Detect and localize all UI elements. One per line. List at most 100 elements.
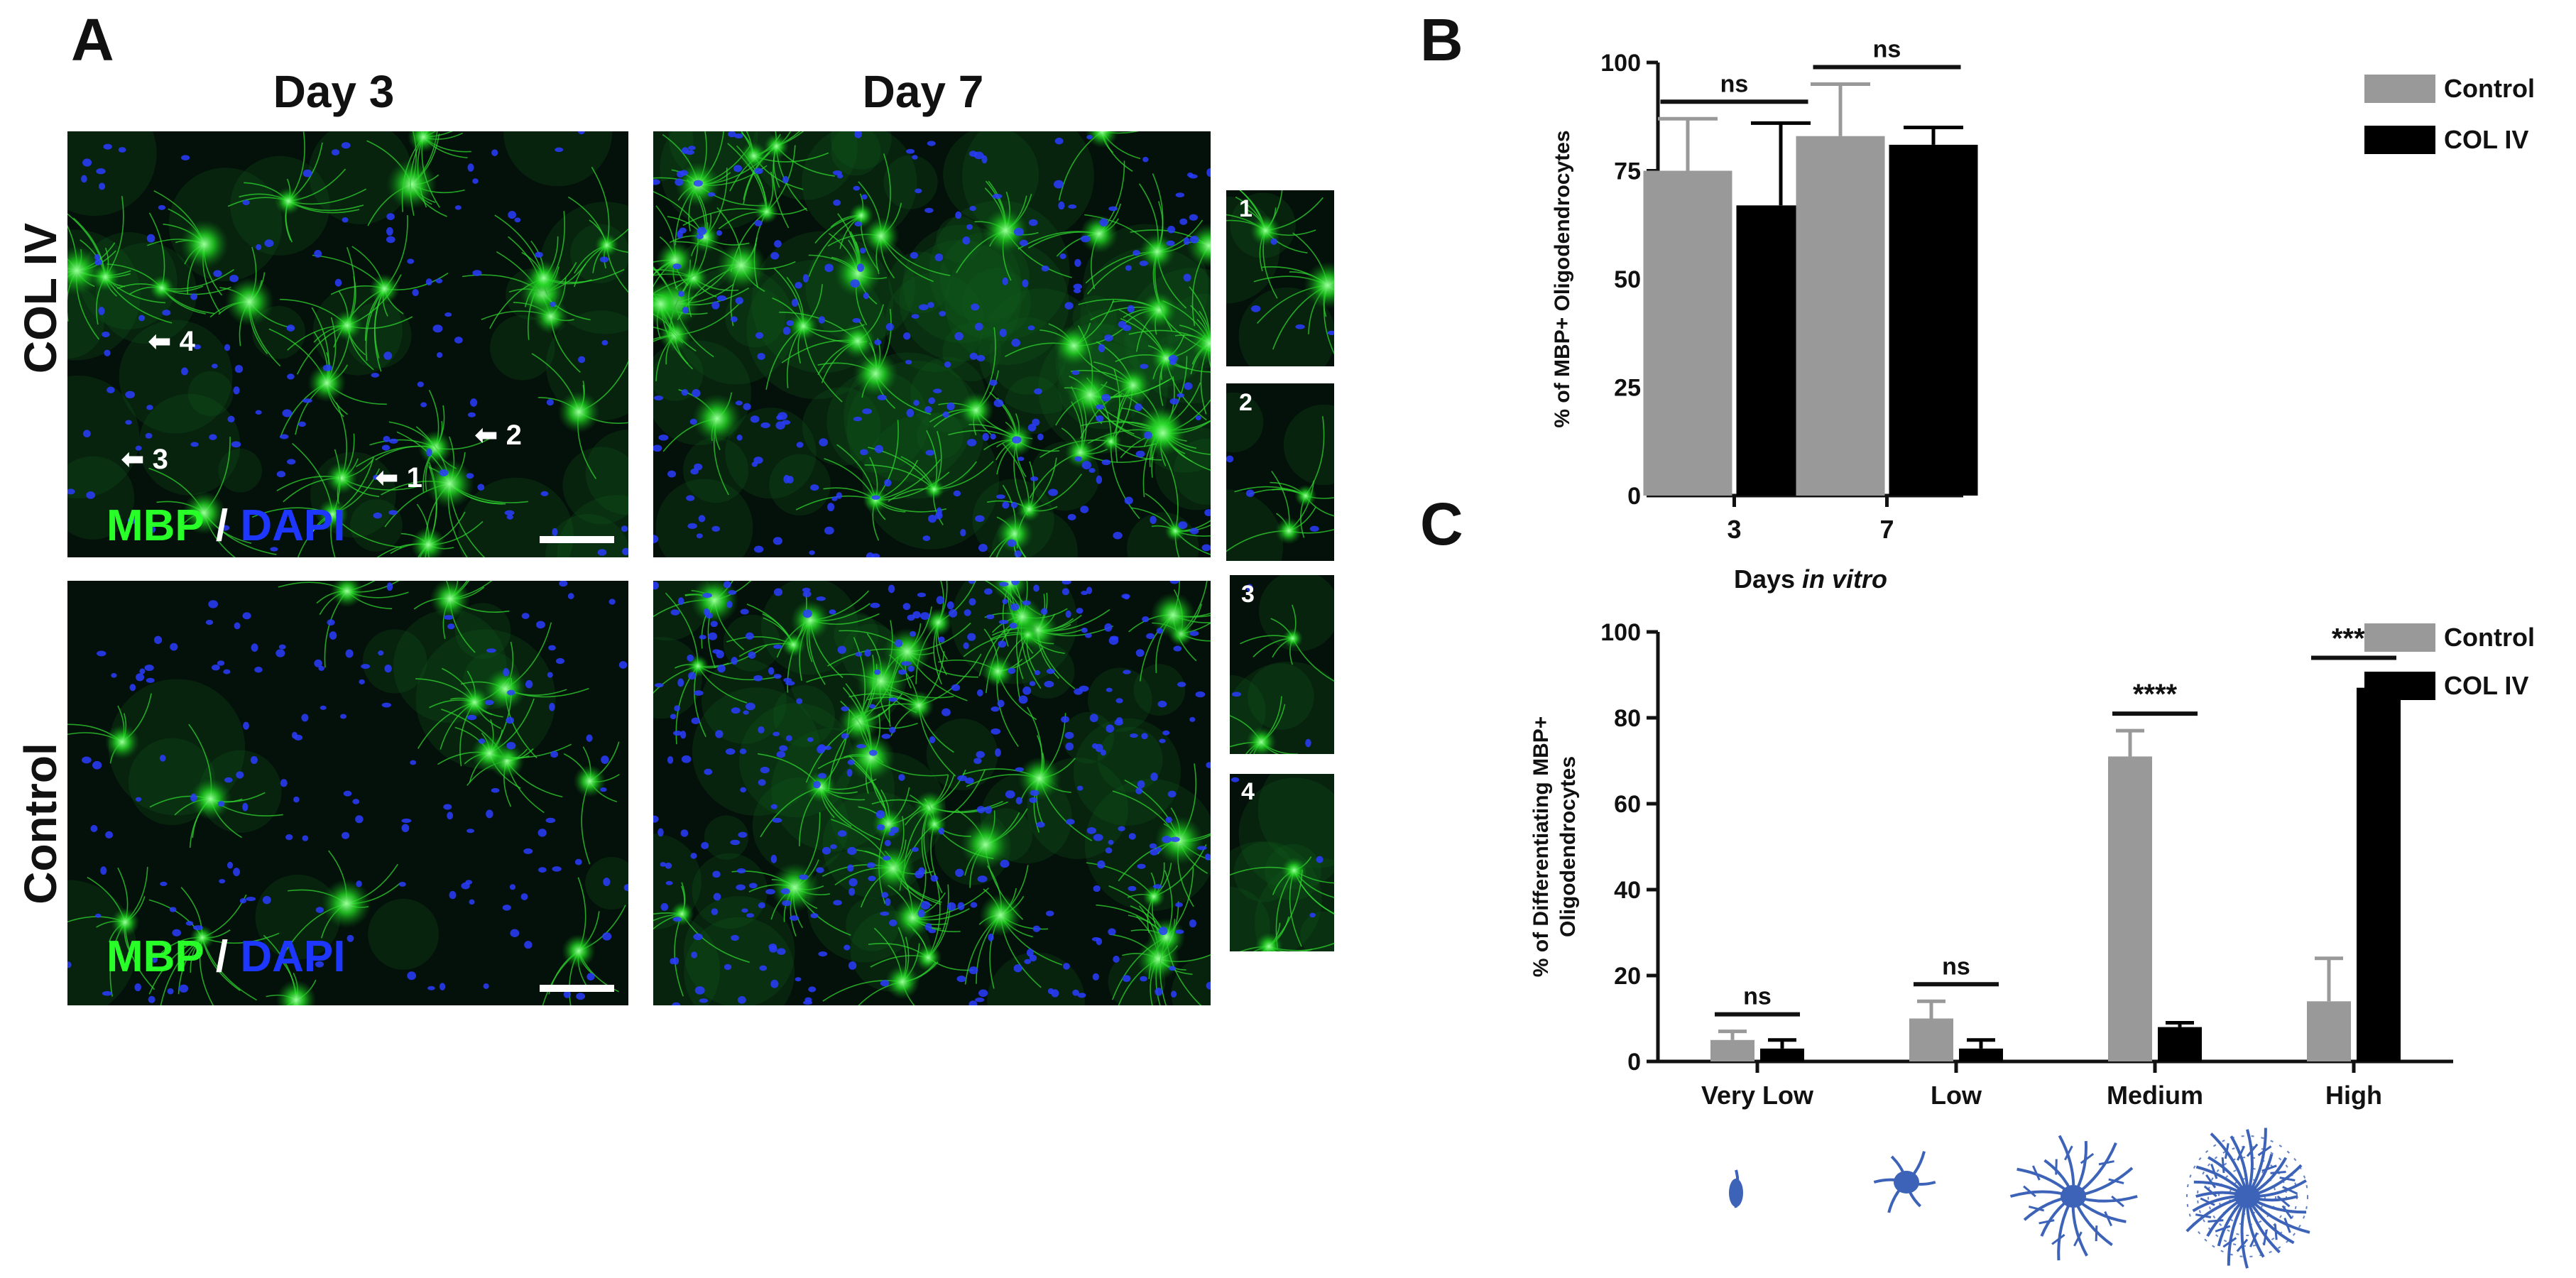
- myelin-sheet: [2218, 1167, 2276, 1225]
- inset-4-label: 4: [1241, 778, 1255, 805]
- inset-1: [1226, 190, 1334, 366]
- arrow-1-number: 1: [406, 462, 422, 493]
- cell-branch: [2222, 1237, 2237, 1248]
- cell-branch: [2221, 1157, 2225, 1174]
- myelin-sheet: [2207, 1157, 2287, 1236]
- bar-control-1: [1796, 136, 1885, 496]
- arrow-1: ⬅ 1: [375, 462, 422, 493]
- legend-label: COL IV: [2444, 671, 2528, 700]
- cell-branch: [2215, 1225, 2231, 1233]
- cell-branch: [2261, 1164, 2277, 1172]
- mbp-label: MBP: [107, 932, 204, 981]
- legend-swatch-control: [2364, 623, 2435, 652]
- bar-col-iv-3: [2357, 687, 2401, 1061]
- row-title-colv: COL IV: [15, 222, 66, 374]
- cell-branch: [2276, 1195, 2291, 1208]
- stain-label-top: MBP / DAPI: [107, 501, 346, 551]
- inset-3: [1230, 575, 1334, 754]
- stain-separator: /: [215, 932, 229, 981]
- arrow-4-number: 4: [179, 326, 195, 357]
- x-tick-label: Very Low: [1701, 1081, 1814, 1110]
- bar-control-3: [2307, 1001, 2351, 1061]
- cell-branch: [2246, 1143, 2259, 1157]
- cell-branch: [2039, 1219, 2055, 1225]
- y-axis-label: % of Differentiating MBP+: [1529, 716, 1553, 978]
- legend-swatch-col-iv: [2364, 672, 2435, 700]
- significance-label: ns: [1873, 36, 1901, 63]
- y-tick-label: 100: [1600, 50, 1641, 77]
- column-title-day3: Day 3: [273, 66, 395, 117]
- y-axis-label: Oligodendrocytes: [1556, 756, 1580, 937]
- legend-label: COL IV: [2444, 125, 2528, 154]
- y-tick-label: 0: [1627, 483, 1641, 510]
- high-cell-icon: [2185, 1127, 2310, 1269]
- micrograph-texture: [1226, 392, 1334, 561]
- cell-branch: [2205, 1174, 2217, 1189]
- panel-c-letter: C: [1420, 491, 1463, 557]
- low-cell-icon: [1873, 1151, 1936, 1213]
- inset-2: [1226, 383, 1334, 561]
- x-axis-label-italic: in vitro: [1802, 564, 1887, 594]
- cell-branch: [2249, 1232, 2259, 1247]
- x-axis-label: Days in vitro: [1734, 564, 1887, 594]
- legend-label: Control: [2444, 623, 2535, 652]
- arrow-4: ⬅ 4: [148, 326, 195, 357]
- y-tick-label: 100: [1600, 619, 1641, 646]
- cell-branch: [2111, 1195, 2124, 1208]
- cell-body: [1894, 1171, 1919, 1194]
- bar-col-iv-1: [1959, 1048, 2003, 1061]
- cell-body: [2061, 1185, 2086, 1208]
- significance-label: ns: [1720, 70, 1749, 97]
- micrograph-control-day3: [67, 581, 628, 1005]
- inset-3-label: 3: [1241, 581, 1255, 608]
- bar-col-iv-1: [1889, 144, 1978, 496]
- y-tick-label: 0: [1627, 1049, 1641, 1076]
- y-tick-label: 75: [1614, 158, 1641, 185]
- significance-label: ns: [1743, 983, 1772, 1010]
- cell-branch: [2051, 1233, 2065, 1245]
- micrograph-texture: [1230, 575, 1334, 754]
- stain-separator: /: [215, 501, 229, 550]
- cell-branch: [2073, 1231, 2083, 1247]
- cell-branch: [2095, 1225, 2098, 1242]
- cell-branch: [2063, 1145, 2073, 1161]
- cell-branch: [2098, 1160, 2114, 1166]
- myelin-sheet: [2186, 1135, 2308, 1257]
- cell-branch: [2257, 1145, 2272, 1157]
- significance-label: ****: [2133, 679, 2178, 710]
- inset-2-label: 2: [1239, 389, 1252, 416]
- cell-branch: [2023, 1185, 2036, 1198]
- legend-swatch-col-iv: [2364, 126, 2435, 154]
- significance-label: ns: [1942, 953, 1970, 980]
- bar-col-iv-0: [1760, 1048, 1804, 1061]
- x-tick-label: High: [2325, 1081, 2382, 1110]
- micrograph-colv-day7: [653, 131, 1211, 557]
- dapi-label: DAPI: [240, 501, 346, 550]
- scale-bar-bottom: [540, 985, 614, 992]
- very-low-cell-icon: [1729, 1169, 1743, 1208]
- micrograph-texture: [1230, 774, 1334, 951]
- y-tick-label: 60: [1614, 791, 1641, 818]
- cell-branch: [2236, 1238, 2249, 1252]
- cell-branch: [2274, 1224, 2278, 1240]
- x-tick-label: Low: [1931, 1081, 1982, 1110]
- bar-control-0: [1710, 1039, 1754, 1061]
- scale-bar-top: [540, 536, 614, 543]
- x-tick-label: Medium: [2107, 1081, 2203, 1110]
- bar-chart-b: 0 25 50 75 100 % of MBP+ Oligodendrocytes 3 ns 7…: [1551, 36, 2535, 594]
- arrow-3: ⬅ 3: [121, 444, 168, 475]
- myelin-sheet: [2197, 1146, 2298, 1247]
- y-axis-label: % of MBP+ Oligodendrocytes: [1551, 130, 1574, 427]
- column-title-day7: Day 7: [862, 66, 984, 117]
- cell-branch: [2279, 1176, 2296, 1181]
- micrograph-texture: [67, 581, 628, 1005]
- legend-label: Control: [2444, 74, 2535, 103]
- cell-branch: [2200, 1197, 2215, 1206]
- x-tick-label: 3: [1727, 515, 1741, 544]
- cell-branch: [2203, 1185, 2217, 1198]
- cell-branch: [2210, 1163, 2218, 1179]
- panel-b-letter: B: [1420, 6, 1463, 73]
- bar-chart-c: 0 20 40 60 80 100 % of Differentiating MBP+ Oli…: [1529, 619, 2535, 1110]
- micrograph-texture: [67, 131, 628, 557]
- bar-col-iv-2: [2158, 1027, 2202, 1061]
